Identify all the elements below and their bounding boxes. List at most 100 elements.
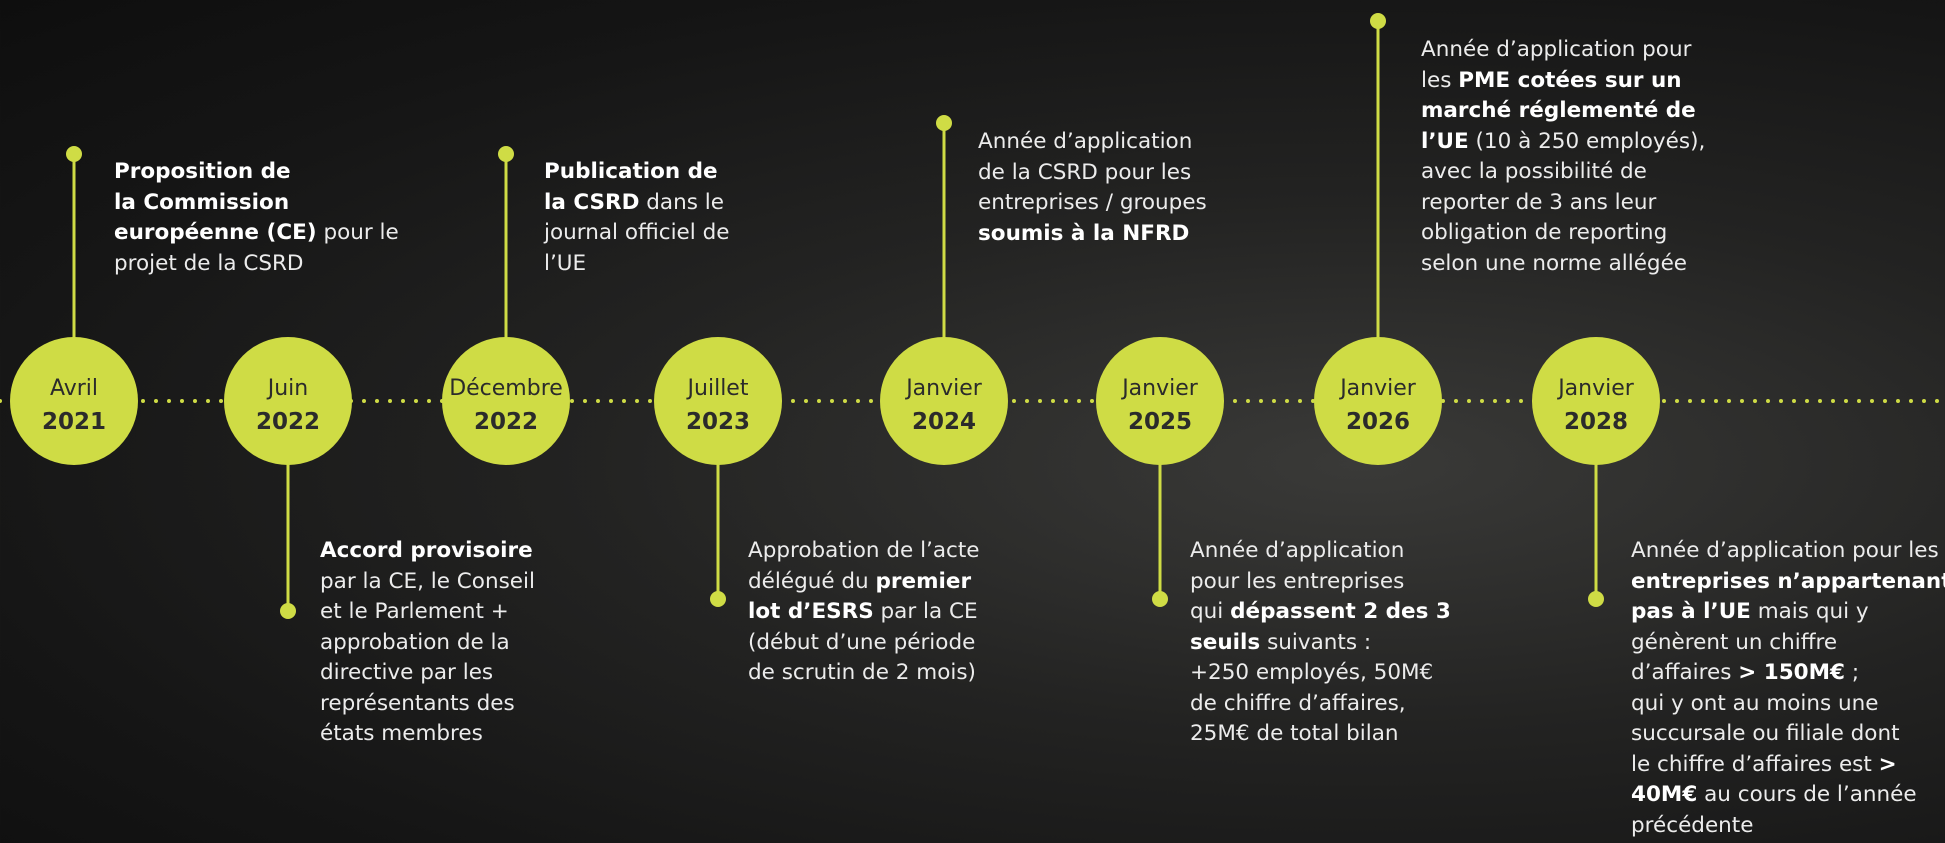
connector-dot <box>936 115 952 131</box>
text: états membres <box>320 721 483 746</box>
bold-text: lot d’ESRS <box>748 599 874 624</box>
description-line: délégué du premier <box>748 567 980 598</box>
text: Année d’application pour les <box>1631 538 1939 563</box>
bold-text: dépassent 2 des 3 <box>1230 599 1451 624</box>
text: avec la possibilité de <box>1421 159 1647 184</box>
text: dans le <box>639 190 724 215</box>
bold-text: > 150M€ <box>1738 660 1845 685</box>
bold-text: européenne (CE) <box>114 220 317 245</box>
description-line: génèrent un chiffre <box>1631 628 1945 659</box>
text: (10 à 250 employés), <box>1469 129 1706 154</box>
connector-dot <box>498 146 514 162</box>
date-year: 2021 <box>42 409 106 435</box>
text: Approbation de l’acte <box>748 538 980 563</box>
bold-text: la Commission <box>114 190 289 215</box>
event-description: Année d’application pour les entreprises … <box>1631 536 1945 841</box>
description-line: par la CE, le Conseil <box>320 567 535 598</box>
bold-text: l’UE <box>1421 129 1469 154</box>
text: (début d’une période <box>748 630 975 655</box>
text: +250 employés, 50M€ <box>1190 660 1433 685</box>
connector-dot <box>1152 591 1168 607</box>
date-year: 2024 <box>912 409 976 435</box>
text: par la CE <box>874 599 978 624</box>
description-line: journal officiel de <box>544 218 729 249</box>
bold-text: PME cotées sur un <box>1458 68 1681 93</box>
description-line: et le Parlement + <box>320 597 535 628</box>
description-line: Publication de <box>544 157 729 188</box>
text: mais qui y <box>1751 599 1869 624</box>
description-line: obligation de reporting <box>1421 218 1705 249</box>
description-line: le chiffre d’affaires est > <box>1631 750 1945 781</box>
timeline: Avril2021Juin2022Décembre2022Juillet2023… <box>0 0 1945 843</box>
connector-dot <box>1588 591 1604 607</box>
text: 25M€ de total bilan <box>1190 721 1399 746</box>
connector-dot <box>1370 13 1386 29</box>
description-line: reporter de 3 ans leur <box>1421 188 1705 219</box>
date-circle <box>10 337 138 465</box>
description-line: pour les entreprises <box>1190 567 1451 598</box>
description-line: (début d’une période <box>748 628 980 659</box>
date-month: Janvier <box>904 376 983 401</box>
text: selon une norme allégée <box>1421 251 1687 276</box>
description-line: Approbation de l’acte <box>748 536 980 567</box>
date-year: 2026 <box>1346 409 1410 435</box>
bold-text: > <box>1879 752 1897 777</box>
description-line: 25M€ de total bilan <box>1190 719 1451 750</box>
page: {"timeline": {"events": [ {"month": "Avr… <box>0 0 1945 843</box>
connector-dot <box>66 146 82 162</box>
text: pour les entreprises <box>1190 569 1404 594</box>
date-month: Juillet <box>686 376 749 401</box>
date-circle <box>1096 337 1224 465</box>
text: les <box>1421 68 1458 93</box>
bold-text: Proposition de <box>114 159 291 184</box>
date-month: Janvier <box>1338 376 1417 401</box>
description-line: l’UE <box>544 249 729 280</box>
text: de la CSRD pour les <box>978 160 1191 185</box>
description-line: états membres <box>320 719 535 750</box>
text: et le Parlement + <box>320 599 509 624</box>
text: l’UE <box>544 251 586 276</box>
date-year: 2022 <box>256 409 320 435</box>
date-year: 2025 <box>1128 409 1192 435</box>
text: le chiffre d’affaires est <box>1631 752 1879 777</box>
description-line: soumis à la NFRD <box>978 219 1207 250</box>
connector-dot <box>710 591 726 607</box>
date-circle <box>1532 337 1660 465</box>
date-month: Janvier <box>1556 376 1635 401</box>
description-line: marché réglementé de <box>1421 96 1705 127</box>
description-line: d’affaires > 150M€ ; <box>1631 658 1945 689</box>
description-line: Accord provisoire <box>320 536 535 567</box>
bold-text: pas à l’UE <box>1631 599 1751 624</box>
date-year: 2023 <box>686 409 750 435</box>
text: journal officiel de <box>544 220 729 245</box>
description-line: qui y ont au moins une <box>1631 689 1945 720</box>
event-description: Année d’applicationde la CSRD pour lesen… <box>978 127 1207 249</box>
description-line: succursale ou filiale dont <box>1631 719 1945 750</box>
description-line: Année d’application pour <box>1421 35 1705 66</box>
bold-text: seuils <box>1190 630 1260 655</box>
description-line: représentants des <box>320 689 535 720</box>
text: représentants des <box>320 691 515 716</box>
date-circle <box>1314 337 1442 465</box>
text: Année d’application pour <box>1421 37 1691 62</box>
description-line: de chiffre d’affaires, <box>1190 689 1451 720</box>
text: succursale ou filiale dont <box>1631 721 1900 746</box>
description-line: avec la possibilité de <box>1421 157 1705 188</box>
description-line: entreprises n’appartenant <box>1631 567 1945 598</box>
date-circle <box>654 337 782 465</box>
description-line: lot d’ESRS par la CE <box>748 597 980 628</box>
description-line: la Commission <box>114 188 399 219</box>
text: suivants : <box>1260 630 1371 655</box>
description-line: Année d’application pour les <box>1631 536 1945 567</box>
event-description: Année d’application pour les entreprises q… <box>1190 536 1451 750</box>
bold-text: Publication de <box>544 159 718 184</box>
text: directive par les <box>320 660 493 685</box>
text: d’affaires <box>1631 660 1738 685</box>
text: qui <box>1190 599 1230 624</box>
text: Année d’application <box>1190 538 1404 563</box>
date-month: Avril <box>50 376 98 401</box>
date-month: Décembre <box>449 376 563 401</box>
date-circle <box>442 337 570 465</box>
